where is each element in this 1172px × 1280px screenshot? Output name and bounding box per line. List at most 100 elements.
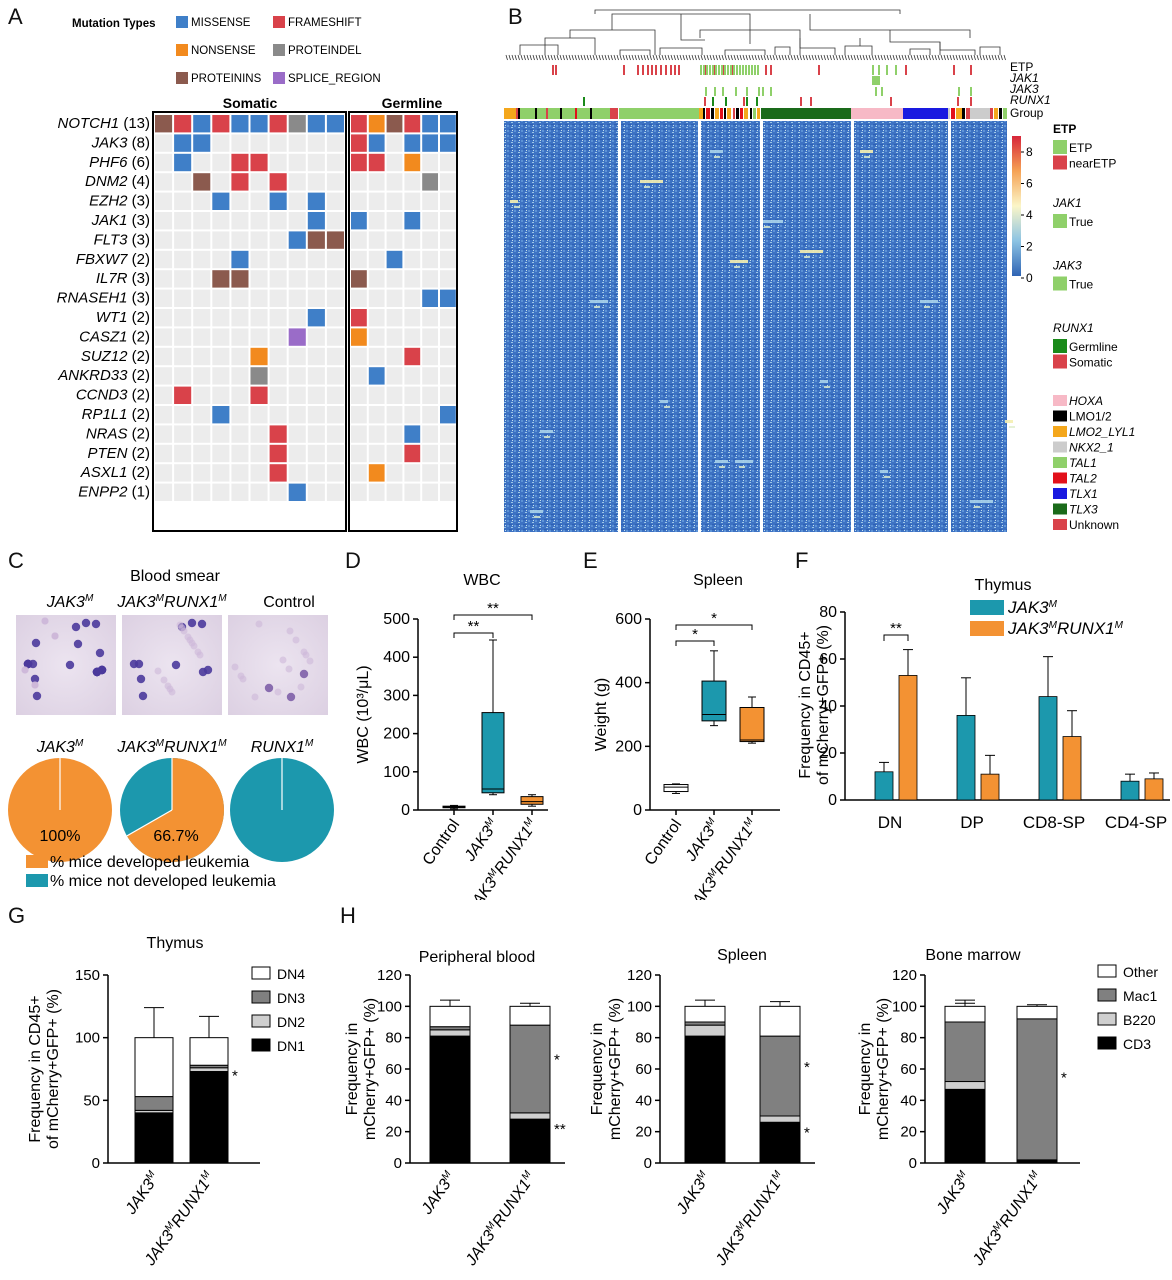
mutation-cell — [368, 289, 385, 307]
chart-title: Bone marrow — [925, 947, 1021, 964]
mutation-cell — [250, 153, 268, 172]
dendrogram-leaf — [631, 54, 634, 61]
heatmap-highlight — [730, 260, 748, 263]
legend-label-jak3m: JAK3M — [1007, 598, 1058, 617]
mutation-cell — [404, 212, 421, 230]
legend-swatch-proteinins — [176, 72, 188, 84]
mutation-cell — [155, 250, 173, 269]
legend-item-label: True — [1069, 215, 1094, 229]
legend-swatch — [1053, 276, 1067, 291]
significance-bracket — [883, 634, 909, 641]
heatmap-highlight — [590, 300, 608, 303]
mutation-cell — [351, 289, 367, 307]
legend-swatch-frameshift — [273, 16, 285, 28]
dendrogram-leaf — [940, 54, 943, 61]
mutation-cell — [269, 309, 287, 327]
runx1-tick — [583, 97, 585, 106]
panel-letter-f: F — [795, 548, 809, 573]
x-tick-label: JAK3MRUNX1M — [711, 1168, 789, 1269]
smear-cell — [23, 659, 33, 669]
color-scale-label: 6 — [1026, 177, 1033, 191]
cluster-gap — [760, 121, 763, 532]
gene-label-jak3: JAK3 (8) — [91, 134, 150, 151]
dendrogram-leaf — [817, 54, 820, 61]
stack-cd3 — [429, 1035, 471, 1164]
mutation-cell — [440, 406, 456, 424]
mutation-cell — [404, 231, 421, 249]
mutation-cell — [174, 347, 192, 366]
legend-swatch — [1053, 426, 1067, 437]
mutation-cell — [174, 464, 192, 482]
mutation-cell — [231, 367, 249, 385]
chart-title: Thymus — [147, 935, 204, 952]
dendrogram-leaf — [595, 54, 598, 61]
mutation-cell — [231, 483, 249, 501]
mutation-cell — [386, 406, 403, 424]
dendrogram-leaf — [793, 54, 796, 61]
dendrogram-leaf — [823, 54, 826, 61]
mutation-cell — [174, 406, 192, 424]
gene-label-il7r: IL7R (3) — [96, 270, 150, 287]
mutation-cell — [440, 153, 456, 172]
heatmap-highlight — [514, 206, 520, 208]
dendrogram-leaf — [958, 54, 961, 61]
mutation-cell — [440, 425, 456, 443]
group-track-segment — [966, 108, 970, 119]
mutation-cell — [386, 289, 403, 307]
dendrogram-leaf — [754, 54, 757, 61]
legend-swatch-dn3 — [251, 990, 271, 1004]
smear-rbc — [231, 663, 239, 671]
pie-legend-swatch — [26, 855, 48, 868]
dendrogram-leaf — [505, 54, 508, 61]
dendrogram-leaf — [760, 54, 763, 61]
mutation-cell — [288, 406, 306, 424]
dendrogram-leaf — [517, 54, 520, 61]
group-track-segment — [560, 108, 562, 119]
mutation-cell — [193, 153, 211, 172]
legend-item-label: TLX1 — [1069, 487, 1098, 501]
dendrogram-leaf — [829, 54, 832, 61]
mutation-cell — [368, 231, 385, 249]
dendrogram-leaf — [676, 54, 679, 61]
dendrogram-leaf — [655, 54, 658, 61]
panel-letter-g: G — [8, 903, 26, 928]
mutation-cell — [269, 425, 287, 443]
etp-tick — [623, 65, 625, 75]
dendrogram-leaf — [889, 54, 892, 61]
mutation-cell — [404, 406, 421, 424]
dendrogram-leaf — [574, 54, 577, 61]
heatmap-highlight — [1005, 420, 1013, 423]
dendrogram-leaf — [718, 54, 721, 61]
y-tick-label: 20 — [819, 745, 837, 762]
legend-swatch-proteindel — [273, 44, 285, 56]
smear-rbc — [255, 620, 263, 628]
mutation-cell — [155, 328, 173, 346]
panel-d-wbc-chart: WBC 0 100 200 300 400 500 WBC (10³/μL) ControlJA… — [355, 572, 548, 900]
mutation-cell — [351, 212, 367, 230]
dendrogram-leaf — [790, 54, 793, 61]
etp-tick — [721, 65, 723, 75]
x-tick-label: Control — [420, 817, 464, 869]
legend-item-label: LMO2_LYL1 — [1069, 425, 1135, 439]
mutation-cell — [174, 289, 192, 307]
stack-mac1 — [509, 1024, 551, 1114]
smear-rbc — [292, 636, 300, 644]
mutation-cell — [351, 192, 367, 210]
x-tick-label-group: JAK3M — [933, 1168, 969, 1218]
dendrogram-branch — [889, 30, 941, 55]
mutation-cell — [250, 483, 268, 501]
mutation-cell — [326, 386, 344, 404]
bar-jak3mrunx1m — [1144, 778, 1164, 801]
smear-cell — [203, 665, 213, 675]
legend-swatch-dn2 — [251, 1014, 271, 1028]
mutation-cell — [440, 328, 456, 346]
legend-swatch-dn4 — [251, 966, 271, 980]
x-tick-label: JAK3MRUNX1M — [968, 1168, 1046, 1269]
dendrogram-leaf — [877, 54, 880, 61]
dendrogram-leaf — [808, 54, 811, 61]
smear-cell — [32, 691, 42, 701]
legend-label-cd3: CD3 — [1123, 1036, 1151, 1052]
smear-rbc — [279, 656, 287, 664]
color-scale-ticks: 8 6 4 2 0 — [1021, 145, 1033, 285]
y-tick-label: 0 — [394, 1155, 402, 1172]
